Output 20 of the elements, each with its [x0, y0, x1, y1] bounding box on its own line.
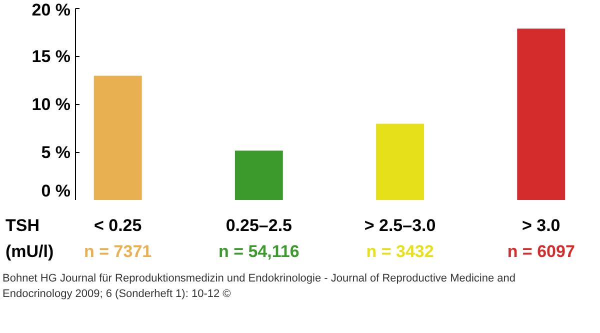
y-tick-label: 0 % — [41, 182, 71, 200]
y-tick-label: 20 % — [32, 0, 70, 20]
bar — [234, 150, 283, 200]
text: n = 3432 — [366, 242, 434, 261]
x-tick-label: 0.25–2.5 — [226, 216, 292, 235]
text: n = 6097 — [507, 242, 575, 261]
x-tick-label: < 0.25 — [94, 216, 142, 235]
y-tick-label: 15 % — [32, 47, 70, 66]
x-tick-label: > 3.0 — [522, 216, 560, 235]
text: n = 54,116 — [218, 242, 300, 261]
text: Bohnet HG Journal für Reproduktionsmedizin und Endokrinologie - Journal of Reproductive Medicine and Endocrinology 2009; 6 (Sonderheft 1): 10-12 © — [2, 272, 516, 300]
bar — [94, 76, 142, 200]
text: (mU/l) — [6, 242, 54, 261]
y-tick-label: 5 % — [41, 143, 71, 162]
text: n = 7371 — [84, 242, 152, 261]
text: TSH — [6, 216, 40, 235]
bar — [376, 124, 424, 200]
bar — [517, 28, 566, 200]
x-tick-label: > 2.5–3.0 — [364, 216, 436, 235]
y-tick-label: 10 % — [32, 95, 70, 114]
